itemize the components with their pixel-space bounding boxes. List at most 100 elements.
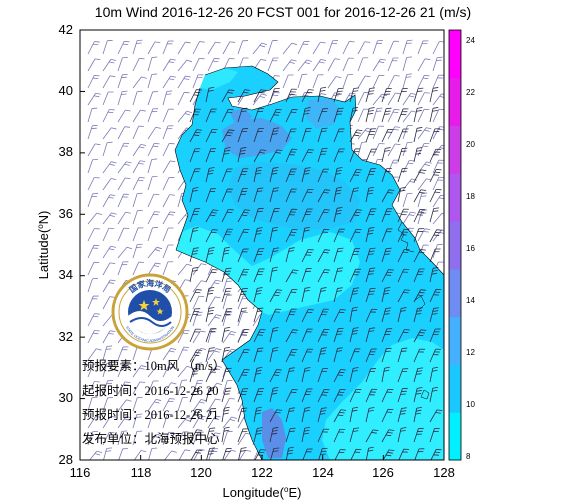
wind-barb (221, 147, 231, 163)
wind-barb (117, 90, 128, 106)
wind-barb (253, 366, 263, 383)
colorbar-tick-label: 8 (466, 452, 471, 461)
wind-barb (237, 307, 248, 323)
wind-barb (117, 41, 130, 55)
wind-barb (397, 407, 407, 423)
wind-barb (429, 386, 439, 403)
wind-barb (162, 176, 175, 191)
coastline (204, 65, 444, 276)
colorbar (449, 30, 461, 461)
wind-barb (177, 365, 193, 378)
wind-barb (205, 188, 217, 203)
wind-barb (381, 307, 392, 323)
wind-barb (413, 348, 425, 363)
wind-barb (365, 128, 377, 143)
colorbar-segment (449, 412, 461, 461)
wind-barb (102, 362, 113, 378)
wind-barb (177, 263, 193, 276)
map-layers (87, 39, 444, 460)
wind-barb (162, 382, 177, 395)
wind-barb (417, 161, 432, 174)
wind-barb (177, 379, 188, 395)
wind-barb (413, 367, 424, 383)
wind-barb (285, 308, 297, 323)
wind-barb (237, 329, 250, 343)
wind-barb (269, 87, 280, 103)
wind-barb (333, 87, 344, 103)
wind-barb (317, 209, 330, 223)
wind-barb (372, 74, 385, 89)
wind-barb (132, 143, 147, 157)
wind-barb (147, 433, 163, 446)
wind-barb (189, 308, 201, 323)
wind-barb (162, 58, 176, 72)
wind-barb (285, 128, 297, 143)
wind-barb (402, 211, 416, 225)
wind-barb (365, 348, 377, 363)
wind-barb (413, 307, 423, 323)
wind-barb (429, 107, 439, 123)
wind-barb (253, 187, 264, 203)
wind-barb (381, 147, 391, 163)
wind-barb (132, 76, 147, 89)
wind-barb (117, 142, 130, 157)
wind-barb (147, 193, 160, 208)
wind-barb (301, 149, 314, 163)
soa-logo: 国家海洋局 STATE OCEANIC ADMINISTRATION (111, 273, 189, 351)
wind-barb (221, 387, 232, 403)
wind-barb (297, 59, 312, 72)
wind-barb (147, 262, 161, 276)
korea-coast-detail (397, 221, 430, 400)
wind-barb (285, 109, 298, 123)
wind-barb (147, 413, 158, 429)
wind-barb (301, 426, 311, 443)
wind-barb (221, 109, 234, 123)
wind-barb (269, 289, 283, 303)
wind-barb (162, 398, 175, 412)
wind-barb (285, 427, 296, 443)
wind-barb (147, 158, 158, 174)
wind-barb (237, 268, 250, 283)
wind-barb (349, 87, 360, 103)
wind-barb (381, 128, 394, 143)
map-title: 10m Wind 2016-12-26 20 FCST 001 for 2016… (94, 4, 472, 20)
wind-barb (253, 427, 263, 443)
wind-barb (317, 168, 329, 183)
wind-barb (342, 74, 353, 89)
wind-barb (207, 58, 220, 72)
wind-barb (349, 367, 359, 383)
wind-barb (365, 267, 376, 283)
colorbar-tick-label: 12 (466, 348, 475, 357)
wind-barb (132, 160, 146, 174)
wind-barb (205, 108, 217, 123)
wind-barb (429, 248, 441, 263)
wind-barb (333, 267, 344, 283)
wind-barb (269, 127, 280, 143)
info-publisher: 发布单位：北海预报中心 (82, 432, 220, 446)
wind-barb (147, 126, 162, 140)
wind-barb (117, 363, 129, 378)
wind-barb (147, 227, 158, 242)
colorbar-segment (449, 125, 461, 174)
colorbar-segment (449, 77, 461, 127)
wind-barb (432, 243, 443, 259)
wind-barb (87, 124, 98, 140)
wind-barb (253, 108, 264, 123)
wind-barb (285, 288, 298, 303)
wind-barb (397, 128, 409, 143)
wind-barb (432, 108, 444, 123)
wind-barb (87, 450, 103, 460)
wind-barb (397, 268, 410, 283)
wind-barb (102, 75, 116, 89)
wind-barb (221, 308, 233, 323)
wind-barb (429, 229, 443, 243)
wind-barb (413, 127, 423, 143)
wind-barb (397, 368, 409, 383)
wind-barb (87, 107, 98, 123)
wind-barb (402, 141, 413, 157)
wind-barb (222, 294, 233, 310)
wind-barb (207, 398, 221, 412)
wind-barb (429, 288, 442, 303)
wind-barb (132, 209, 143, 225)
